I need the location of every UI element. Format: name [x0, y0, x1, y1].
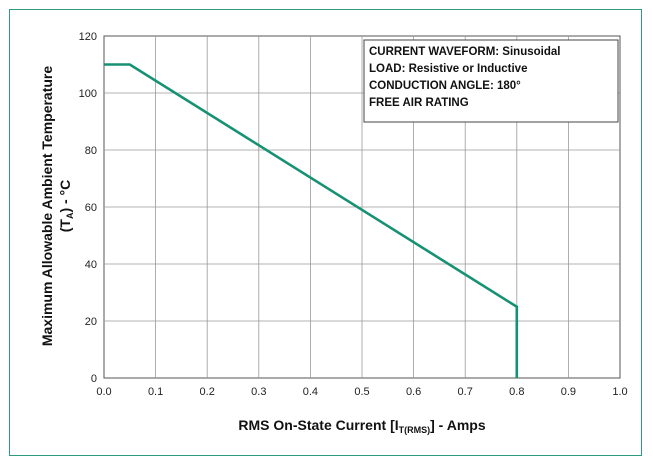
- annotation-line-3: CONDUCTION ANGLE: 180°: [369, 80, 521, 92]
- derating-curve-line: [104, 63, 519, 378]
- x-tick-label: 0.3: [251, 386, 266, 398]
- x-tick-label: 0.9: [561, 386, 576, 398]
- x-tick-label: 0.5: [354, 386, 369, 398]
- x-axis-label: RMS On-State Current [IT(RMS)] - Amps: [238, 417, 485, 435]
- annotation-line-1: CURRENT WAVEFORM: Sinusoidal: [369, 46, 560, 58]
- y-tick-label: 20: [85, 316, 97, 328]
- annotation-line-4: FREE AIR RATING: [369, 97, 469, 109]
- tick-labels: 0.0 0.1 0.2 0.3 0.4 0.5 0.6 0.7 0.8 0.9 1.0 0 20 40 60…: [79, 31, 628, 398]
- x-tick-label: 0.4: [303, 386, 318, 398]
- y-tick-label: 60: [85, 202, 97, 214]
- y-tick-label: 0: [91, 373, 97, 385]
- x-tick-label: 0.6: [406, 386, 421, 398]
- x-tick-label: 0.0: [96, 386, 111, 398]
- x-tick-label: 1.0: [612, 386, 627, 398]
- x-tick-label: 0.7: [458, 386, 473, 398]
- y-tick-label: 120: [79, 31, 97, 43]
- y-axis-label-line1: Maximum Allowable Ambient Temperature: [39, 66, 55, 347]
- annotation-line-2: LOAD: Resistive or Inductive: [369, 63, 527, 75]
- series-group: [103, 63, 519, 379]
- y-tick-label: 80: [85, 145, 97, 157]
- x-tick-label: 0.1: [148, 386, 163, 398]
- x-tick-label: 0.8: [509, 386, 524, 398]
- x-tick-label: 0.2: [200, 386, 215, 398]
- y-axis-label-line2: (TA) - °C: [57, 180, 75, 233]
- annotation-box: [363, 39, 619, 123]
- y-tick-label: 40: [85, 259, 97, 271]
- y-tick-label: 100: [79, 88, 97, 100]
